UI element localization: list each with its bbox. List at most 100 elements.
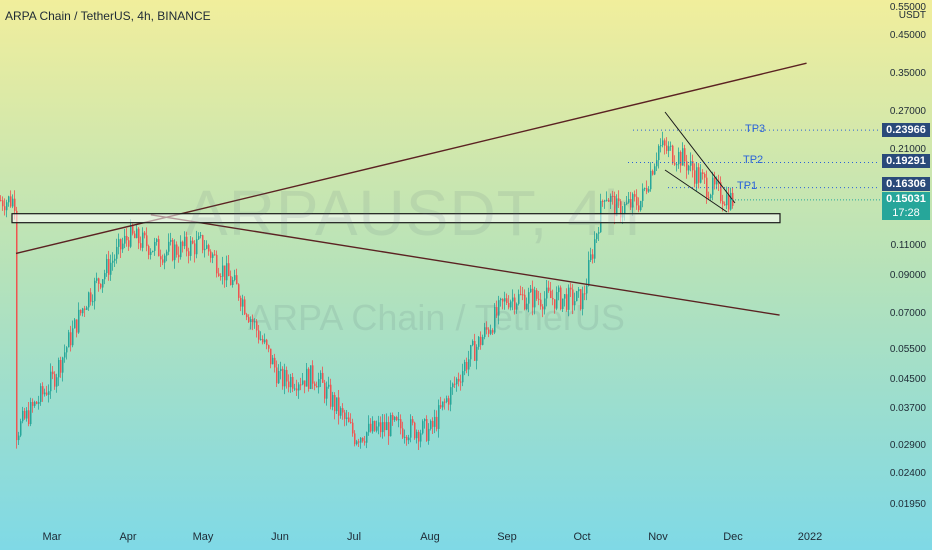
candle-body (698, 167, 700, 183)
candle-body (212, 254, 214, 258)
candle-body (564, 294, 566, 299)
candle-body (520, 294, 522, 296)
candle-body (562, 298, 564, 309)
candle-body (480, 336, 482, 345)
candle-body (538, 298, 540, 300)
y-tick-label: 0.01950 (889, 499, 926, 510)
candle-body (468, 359, 470, 370)
candle-body (316, 386, 318, 388)
candle-body (140, 243, 142, 248)
candle-body (666, 145, 668, 151)
candle-body (22, 410, 24, 422)
candle-body (542, 306, 544, 310)
candle-body (78, 309, 80, 333)
candle-body (390, 415, 392, 437)
candle-body (2, 200, 4, 207)
candle-body (466, 362, 468, 370)
candle-body (380, 422, 382, 433)
candle-body (410, 419, 412, 438)
candle-body (378, 422, 380, 427)
candle-body (134, 233, 136, 239)
candle-countdown: 17:28 (882, 206, 930, 220)
candle-body (130, 225, 132, 247)
candle-body (228, 263, 230, 277)
candle-body (24, 410, 26, 419)
candle-body (510, 301, 512, 308)
candle-body (496, 307, 498, 316)
candle-body (304, 380, 306, 387)
tp3-price-tag: 0.23966 (882, 123, 930, 137)
candle-body (730, 192, 732, 210)
x-tick-label: Apr (119, 531, 137, 543)
candle-body (634, 194, 636, 197)
candle-body (636, 196, 638, 206)
candle-body (620, 201, 622, 218)
candle-body (640, 200, 642, 211)
candle-body (574, 301, 576, 306)
candle-body (394, 417, 396, 420)
candle-body (12, 198, 14, 207)
candle-body (412, 419, 414, 423)
last-price-tag: 0.15031 (882, 192, 930, 206)
candle-body (712, 177, 714, 195)
watermark-name: ARPA Chain / TetherUS (248, 297, 625, 338)
candle-body (406, 436, 408, 441)
candle-body (44, 392, 46, 395)
candle-body (74, 319, 76, 329)
candle-body (554, 299, 556, 309)
candle-body (214, 254, 216, 256)
candle-body (280, 368, 282, 372)
candle-body (98, 278, 100, 284)
candle-body (244, 299, 246, 315)
candle-body (54, 374, 56, 387)
candle-body (298, 384, 300, 391)
candle-body (402, 428, 404, 438)
candle-body (26, 410, 28, 419)
candle-body (586, 285, 588, 294)
candle-body (36, 401, 38, 404)
candle-body (416, 431, 418, 439)
candle-body (184, 236, 186, 247)
candle-body (714, 177, 716, 185)
candle-body (150, 251, 152, 255)
candle-body (604, 200, 606, 202)
candle-body (66, 347, 68, 353)
candle-body (30, 401, 32, 425)
candle-body (408, 437, 410, 441)
candle-body (672, 145, 674, 164)
candle-body (578, 289, 580, 292)
candle-body (360, 437, 362, 443)
candle-body (108, 258, 110, 275)
candle-body (432, 420, 434, 427)
candle-body (450, 387, 452, 405)
candle-body (434, 416, 436, 427)
candle-body (654, 166, 656, 175)
candle-body (80, 309, 82, 314)
candle-body (126, 235, 128, 241)
candle-body (556, 292, 558, 309)
candle-body (160, 256, 162, 260)
candle-body (116, 246, 118, 259)
candle-body (206, 245, 208, 249)
candle-body (180, 241, 182, 258)
candle-body (254, 321, 256, 323)
candle-body (442, 401, 444, 408)
candle-body (132, 225, 134, 234)
x-tick-label: May (192, 531, 214, 543)
candle-body (318, 379, 320, 388)
y-tick-label: 0.02400 (889, 467, 926, 479)
candle-body (324, 382, 326, 399)
candle-body (630, 199, 632, 208)
candle-body (662, 140, 664, 146)
candle-body (192, 240, 194, 244)
candle-body (596, 233, 598, 240)
y-tick-label: 0.05500 (889, 344, 926, 356)
candle-body (328, 384, 330, 387)
candle-body (142, 232, 144, 248)
x-tick-label: Jun (271, 531, 289, 543)
candle-body (682, 148, 684, 166)
y-axis-currency: USDT (898, 10, 926, 21)
candle-body (300, 384, 302, 386)
candle-body (624, 204, 626, 214)
